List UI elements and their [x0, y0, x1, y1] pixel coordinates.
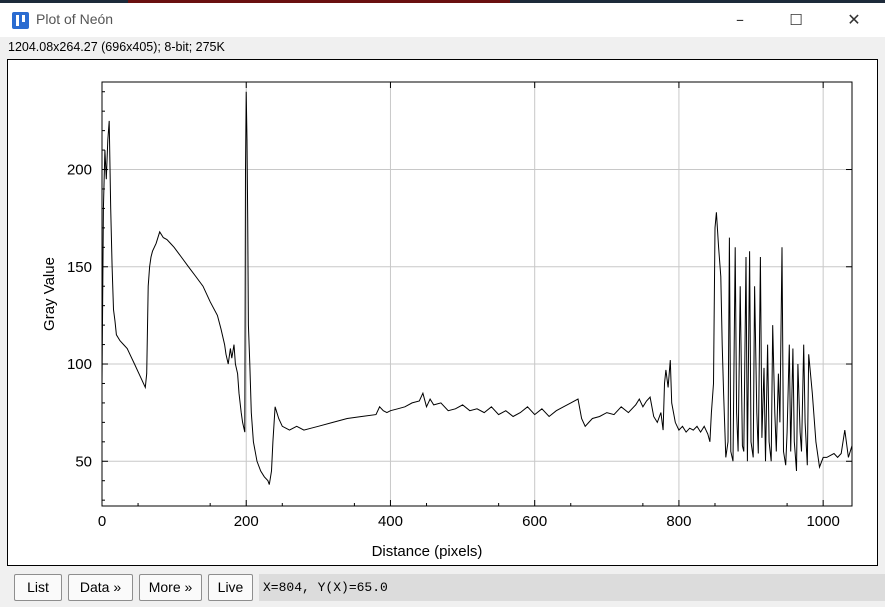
- ticks: 0 200 400 600 800 1000 50 100 150 200: [67, 82, 852, 530]
- maximize-icon[interactable]: ☐: [789, 11, 803, 29]
- plot-canvas[interactable]: 0 200 400 600 800 1000 50 100 150 200 Distance (p…: [7, 59, 878, 566]
- title-bar[interactable]: Plot of Neón – ☐ ✕: [0, 3, 885, 37]
- grid: [102, 82, 852, 506]
- minimize-icon[interactable]: –: [736, 10, 744, 29]
- imagej-app-icon: [12, 12, 29, 29]
- window-title: Plot of Neón: [36, 11, 114, 27]
- y-axis-label: Gray Value: [41, 257, 58, 331]
- x-tick-label: 1000: [806, 513, 839, 530]
- profile-plot: 0 200 400 600 800 1000 50 100 150 200 Distance (p…: [41, 81, 853, 560]
- button-bar: List Data » More » Live X=804, Y(X)=65.0: [0, 570, 885, 607]
- x-tick-label: 0: [98, 513, 106, 530]
- x-tick-label: 200: [234, 513, 259, 530]
- x-tick-label: 800: [666, 513, 691, 530]
- live-button[interactable]: Live: [208, 574, 253, 601]
- desktop-strip: [0, 0, 885, 3]
- more-button[interactable]: More »: [139, 574, 202, 601]
- y-tick-label: 200: [67, 162, 92, 179]
- x-tick-label: 600: [522, 513, 547, 530]
- coordinate-readout: X=804, Y(X)=65.0: [259, 574, 885, 601]
- list-button[interactable]: List: [14, 574, 62, 601]
- y-tick-label: 150: [67, 259, 92, 276]
- image-info: 1204.08x264.27 (696x405); 8-bit; 275K: [8, 40, 225, 54]
- data-button[interactable]: Data »: [68, 574, 133, 601]
- x-axis-label: Distance (pixels): [372, 543, 483, 560]
- series-line: [101, 91, 853, 485]
- close-icon[interactable]: ✕: [847, 10, 861, 29]
- x-tick-label: 400: [378, 513, 403, 530]
- y-tick-label: 100: [67, 356, 92, 373]
- y-tick-label: 50: [75, 453, 92, 470]
- plot-frame: [101, 81, 853, 507]
